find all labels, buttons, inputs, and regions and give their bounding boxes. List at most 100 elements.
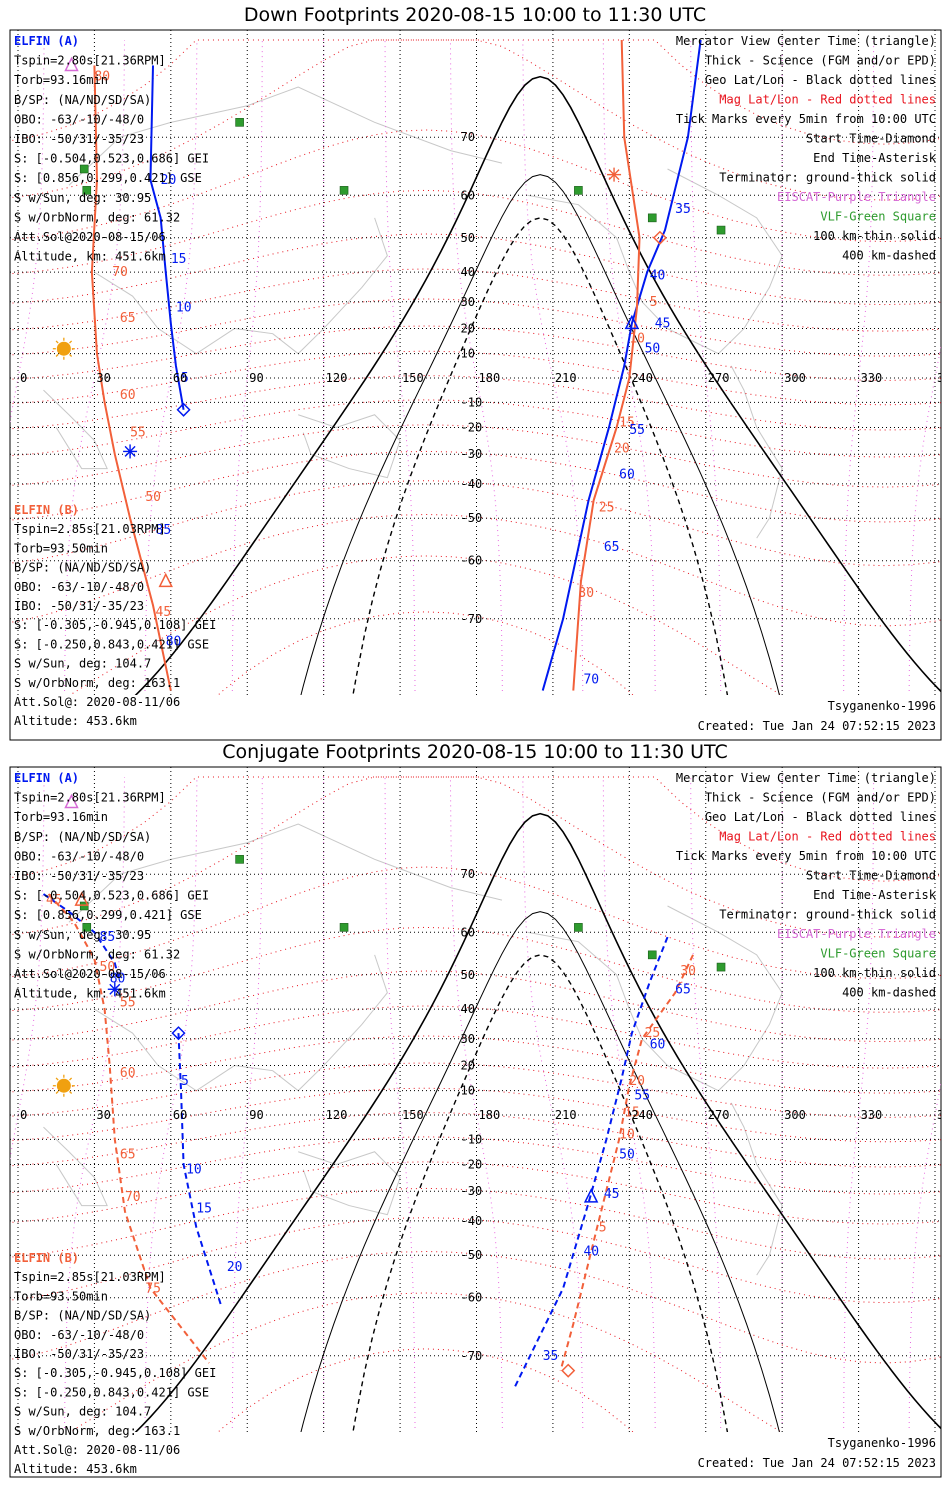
x-tick-label: 90	[249, 371, 263, 385]
elfin-a-info-line: OBO: -63/-10/-48/0	[14, 849, 144, 863]
mag-lat-line	[68, 555, 783, 695]
chart-title: Conjugate Footprints 2020-08-15 10:00 to…	[222, 741, 728, 763]
track-tick-label: 45	[46, 893, 62, 908]
mag-lat-line	[10, 233, 941, 306]
sun-ray	[55, 1090, 59, 1094]
legend-entry: End Time-Asterisk	[813, 888, 937, 902]
track-tick-label: 5	[181, 371, 189, 386]
legend-entry: VLF-Green Square	[820, 210, 936, 224]
y-tick-label: 40	[461, 1002, 475, 1016]
mag-lat-line	[10, 298, 941, 357]
track-tick-label: 80	[94, 70, 110, 85]
x-tick-label: 180	[479, 371, 501, 385]
legend-entry: Geo Lat/Lon - Black dotted lines	[705, 73, 936, 87]
coastline-1	[94, 217, 388, 355]
coastline-1	[94, 954, 388, 1092]
mag-lat-line	[10, 776, 941, 938]
y-tick-label: -60	[461, 554, 483, 568]
terminator-line	[300, 174, 780, 695]
elfin-a-info-line: S w/OrbNorm, deg: 61.32	[14, 210, 180, 224]
track-tick-label: 85	[156, 523, 172, 538]
track-tick-label: 20	[614, 442, 630, 457]
track-tick-label: 20	[227, 1260, 243, 1275]
triangle-marker	[158, 572, 173, 588]
x-tick-label: 360	[937, 371, 950, 385]
legend-entry: 100 km-thin solid	[813, 229, 936, 243]
track-tick-label: 35	[543, 1349, 559, 1364]
down-footprints-panel: Down Footprints 2020-08-15 10:00 to 11:3…	[0, 0, 950, 745]
elfin-a-info-line: Att.Sol@2020-08-15/06	[14, 967, 166, 981]
track-tick-label: 55	[634, 1089, 650, 1104]
track-tick-label: 65	[120, 1147, 136, 1162]
elfin-a-title: ELFIN (A)	[14, 34, 79, 48]
footprint-track	[90, 65, 172, 691]
sun-ray	[55, 1077, 59, 1081]
track-tick-label: 55	[629, 423, 645, 438]
track-tick-label: 15	[619, 415, 635, 430]
x-tick-label: 240	[631, 1108, 653, 1122]
track-tick-label: 10	[619, 1127, 635, 1142]
conjugate-footprints-panel: Conjugate Footprints 2020-08-15 10:00 to…	[0, 737, 950, 1500]
y-tick-label: 20	[461, 1059, 475, 1073]
track-tick-label: 70	[112, 265, 128, 280]
track-tick-label: 60	[120, 1066, 136, 1081]
y-tick-label: -40	[461, 477, 483, 491]
model-label: Tsyganenko-1996	[828, 699, 936, 713]
elfin-b-info-line: S w/OrbNorm, deg: 163.1	[14, 676, 180, 690]
legend-entry: Mag Lat/Lon - Red dotted lines	[719, 830, 936, 844]
track-tick-label: 30	[578, 586, 594, 601]
elfin-b-info-line: B/SP: (NA/ND/SD/SA)	[14, 561, 151, 575]
elfin-b-title: ELFIN (B)	[14, 1251, 79, 1265]
y-tick-label: -40	[461, 1214, 483, 1228]
x-tick-label: 30	[96, 371, 110, 385]
y-tick-label: -10	[461, 395, 483, 409]
model-label: Tsyganenko-1996	[828, 1436, 936, 1450]
x-tick-label: 120	[326, 371, 348, 385]
track-tick-label: 60	[650, 1037, 666, 1052]
track-tick-label: 5	[650, 295, 658, 310]
triangle-marker	[624, 314, 640, 330]
elfin-b-info-line: S w/Sun, deg: 104.7	[14, 1405, 151, 1419]
elfin-b-info-line: Att.Sol@: 2020-08-11/06	[14, 695, 180, 709]
x-tick-label: 90	[249, 1108, 263, 1122]
track-tick-label: 50	[619, 1147, 635, 1162]
legend-entry: 400 km-dashed	[842, 249, 936, 263]
track-tick-label: 5	[599, 1220, 607, 1235]
vlf-station-marker	[339, 923, 349, 932]
mag-lat-line	[10, 480, 941, 567]
mag-lat-line	[10, 189, 941, 276]
track-tick-label: 25	[645, 1026, 661, 1041]
terminator-line	[134, 812, 941, 1432]
triangle-marker	[64, 793, 79, 809]
track-tick-label: 85	[100, 930, 116, 945]
coastline-5	[43, 1126, 108, 1207]
coastline-3	[527, 905, 783, 1092]
elfin-a-info-line: Torb=93.16min	[14, 73, 108, 87]
chart-title: Down Footprints 2020-08-15 10:00 to 11:3…	[243, 4, 707, 26]
sun-ray	[55, 353, 59, 357]
y-tick-label: 50	[461, 231, 475, 245]
sun-icon	[56, 1078, 71, 1093]
coastline-3	[527, 168, 783, 355]
vlf-station-marker	[235, 855, 244, 864]
track-tick-label: 80	[110, 972, 126, 987]
elfin-b-info-line: S: [-0.250,0.843,0.421] GSE	[14, 637, 209, 651]
start-diamond-marker	[561, 1363, 576, 1378]
x-tick-label: 150	[402, 371, 424, 385]
legend-entry: Mercator View Center Time (triangle)	[676, 771, 936, 785]
track-tick-label: 60	[120, 388, 136, 403]
elfin-a-info-line: S w/Sun, deg: 30.95	[14, 928, 151, 942]
track-tick-label: 60	[619, 468, 635, 483]
triangle-marker	[64, 56, 79, 72]
start-diamond-marker	[171, 1026, 186, 1041]
elfin-b-info-line: Tspin=2.85s[21.03RPM]	[14, 1270, 166, 1284]
legend-entry: Thick - Science (FGM and/or EPD)	[705, 791, 936, 805]
mag-lat-line	[10, 1035, 941, 1094]
x-tick-label: 300	[784, 371, 806, 385]
sun-ray	[69, 1077, 73, 1081]
x-tick-label: 270	[708, 371, 730, 385]
sun-ray	[69, 353, 73, 357]
y-tick-label: 30	[461, 295, 475, 309]
x-tick-label: 30	[96, 1108, 110, 1122]
elfin-b-info-line: OBO: -63/-10/-48/0	[14, 580, 144, 594]
